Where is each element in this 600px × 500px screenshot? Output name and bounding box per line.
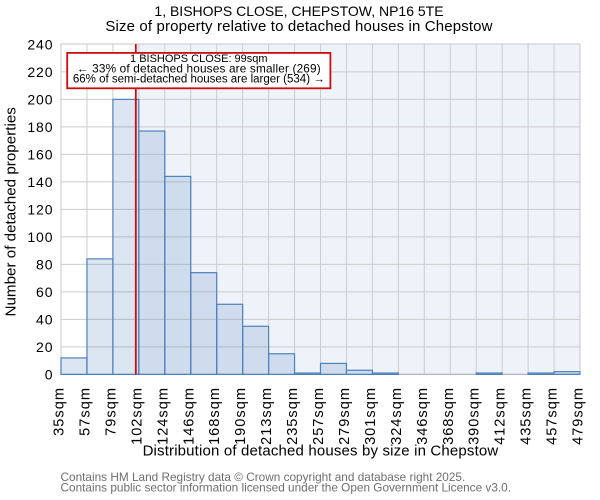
svg-text:0: 0: [45, 366, 54, 382]
svg-text:457sqm: 457sqm: [545, 387, 561, 445]
svg-text:79sqm: 79sqm: [103, 387, 119, 436]
svg-text:Contains HM Land Registry data: Contains HM Land Registry data © Crown c…: [61, 470, 466, 484]
svg-text:190sqm: 190sqm: [233, 387, 249, 445]
svg-text:102sqm: 102sqm: [129, 387, 145, 445]
svg-text:120: 120: [27, 201, 53, 217]
svg-text:346sqm: 346sqm: [415, 387, 431, 445]
svg-text:213sqm: 213sqm: [259, 387, 275, 445]
svg-text:435sqm: 435sqm: [519, 387, 535, 445]
svg-text:35sqm: 35sqm: [52, 387, 68, 436]
svg-text:80: 80: [36, 256, 53, 272]
svg-text:235sqm: 235sqm: [285, 387, 301, 445]
svg-text:257sqm: 257sqm: [311, 387, 327, 445]
svg-text:100: 100: [27, 229, 53, 245]
svg-text:60: 60: [36, 284, 53, 300]
svg-text:← 33% of detached houses are s: ← 33% of detached houses are smaller (26…: [77, 62, 321, 76]
svg-text:200: 200: [27, 91, 53, 107]
svg-text:301sqm: 301sqm: [363, 387, 379, 445]
svg-text:368sqm: 368sqm: [441, 387, 457, 445]
svg-text:140: 140: [27, 174, 53, 190]
svg-text:1, BISHOPS CLOSE, CHEPSTOW, NP: 1, BISHOPS CLOSE, CHEPSTOW, NP16 5TE: [154, 3, 443, 19]
svg-text:412sqm: 412sqm: [493, 387, 509, 445]
svg-text:20: 20: [36, 339, 53, 355]
svg-text:479sqm: 479sqm: [571, 387, 587, 445]
svg-text:390sqm: 390sqm: [467, 387, 483, 445]
svg-text:168sqm: 168sqm: [207, 387, 223, 445]
svg-text:240: 240: [27, 36, 53, 52]
svg-text:220: 220: [27, 64, 53, 80]
svg-text:324sqm: 324sqm: [389, 387, 405, 445]
svg-text:Number of detached properties: Number of detached properties: [3, 107, 20, 317]
svg-text:180: 180: [27, 119, 53, 135]
svg-text:160: 160: [27, 146, 53, 162]
svg-text:Contains public sector informa: Contains public sector information licen…: [61, 480, 512, 494]
svg-text:Distribution of detached house: Distribution of detached houses by size …: [143, 443, 499, 460]
svg-text:57sqm: 57sqm: [77, 387, 93, 436]
svg-text:124sqm: 124sqm: [155, 387, 171, 445]
svg-text:40: 40: [36, 311, 53, 327]
svg-text:279sqm: 279sqm: [337, 387, 353, 445]
svg-text:1 BISHOPS CLOSE: 99sqm: 1 BISHOPS CLOSE: 99sqm: [130, 53, 268, 65]
svg-text:Size of property relative to d: Size of property relative to detached ho…: [105, 18, 492, 35]
svg-text:146sqm: 146sqm: [181, 387, 197, 445]
svg-text:66% of semi-detached houses ar: 66% of semi-detached houses are larger (…: [73, 74, 325, 86]
